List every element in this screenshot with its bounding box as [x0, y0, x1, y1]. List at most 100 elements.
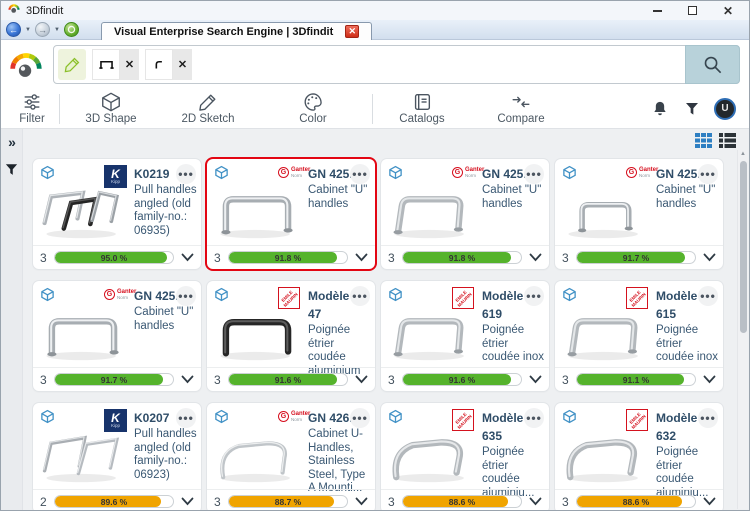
sidebar-filter-button[interactable] — [4, 162, 19, 177]
toolbar-item-3d-shape[interactable]: 3D Shape — [60, 89, 162, 128]
3d-preview-cube-icon[interactable] — [214, 409, 229, 424]
toolbar-item-2d-sketch[interactable]: 2D Sketch — [162, 89, 254, 128]
emile-maurin-logo: EMILE MAURIN — [452, 409, 474, 431]
match-score-bar: 91.8 % — [228, 251, 348, 264]
3d-preview-cube-icon[interactable] — [562, 165, 577, 180]
card-footer: 3 91.7 % — [555, 245, 723, 269]
emile-maurin-logo: EMILE MAURIN — [452, 287, 474, 309]
result-card[interactable]: G Ganter Norm GN 425.1 Cabinet "U" handles ••… — [555, 159, 723, 269]
search-input[interactable]: ✕ ✕ — [53, 45, 740, 84]
3d-preview-cube-icon[interactable] — [388, 165, 403, 180]
more-options-button[interactable]: ••• — [524, 286, 544, 306]
back-button[interactable]: ← — [6, 22, 21, 37]
3d-preview-cube-icon[interactable] — [214, 165, 229, 180]
expand-chevron-icon[interactable] — [529, 497, 542, 506]
sidebar-expand-button[interactable]: » — [8, 134, 16, 150]
forward-button[interactable]: → — [34, 22, 50, 37]
expand-chevron-icon[interactable] — [703, 497, 716, 506]
product-description: Cabinet "U" handles — [134, 306, 194, 332]
result-card[interactable]: G Ganter Norm GN 425.1 Cabinet "U" handles ••… — [33, 281, 201, 391]
result-card[interactable]: EMILE MAURIN Modèle 11-615 Poignée étrier c… — [555, 281, 723, 391]
card-info: G Ganter Norm GN 425.1 Cabinet "U" handles — [278, 165, 371, 211]
toolbar-item-compare[interactable]: Compare — [471, 89, 571, 128]
more-options-button[interactable]: ••• — [176, 164, 196, 184]
result-card[interactable]: K Kipp K0207 Pull handles angled (old famil… — [33, 403, 201, 510]
3d-preview-cube-icon[interactable] — [562, 409, 577, 424]
more-options-button[interactable]: ••• — [350, 286, 370, 306]
expand-chevron-icon[interactable] — [703, 253, 716, 262]
result-card[interactable]: K Kipp K0219 Pull handles angled (old famil… — [33, 159, 201, 269]
toolbar-item-color[interactable]: Color — [254, 89, 372, 128]
ganter-logo: G Ganter Norm — [278, 165, 310, 211]
3d-preview-cube-icon[interactable] — [388, 409, 403, 424]
expand-chevron-icon[interactable] — [181, 497, 194, 506]
more-options-button[interactable]: ••• — [176, 286, 196, 306]
match-percentage: 91.1 % — [622, 374, 650, 385]
browser-tab[interactable]: Visual Enterprise Search Engine | 3Dfind… — [101, 22, 373, 40]
3d-preview-cube-icon[interactable] — [40, 165, 55, 180]
more-options-button[interactable]: ••• — [350, 164, 370, 184]
more-options-button[interactable]: ••• — [698, 286, 718, 306]
3d-preview-cube-icon[interactable] — [562, 287, 577, 302]
3d-preview-cube-icon[interactable] — [40, 287, 55, 302]
user-avatar[interactable]: U — [714, 97, 736, 120]
go-button[interactable] — [63, 22, 79, 37]
scrollbar-thumb[interactable] — [740, 161, 747, 333]
expand-chevron-icon[interactable] — [355, 253, 368, 262]
sketch-pencil-icon[interactable] — [58, 49, 86, 80]
expand-chevron-icon[interactable] — [703, 375, 716, 384]
brand-logo: G Ganter Norm — [278, 165, 310, 211]
maximize-button[interactable] — [687, 6, 697, 15]
match-score-bar: 88.6 % — [576, 495, 696, 508]
toolbar-item-catalogs[interactable]: Catalogs — [373, 89, 471, 128]
scroll-up-button[interactable]: ▲ — [740, 151, 746, 157]
more-options-button[interactable]: ••• — [350, 408, 370, 428]
variant-count: 3 — [388, 372, 395, 387]
result-card[interactable]: G Ganter Norm GN 425.1 Cabinet "U" handles ••… — [381, 159, 549, 269]
card-info: G Ganter Norm GN 425.1 Cabinet "U" handles — [452, 165, 545, 211]
result-card[interactable]: G Ganter Norm GN 426.6 Cabinet U-Handles, St… — [207, 403, 375, 510]
3d-preview-cube-icon[interactable] — [388, 287, 403, 302]
3d-preview-cube-icon[interactable] — [40, 409, 55, 424]
product-code: K0207 — [134, 411, 170, 425]
tab-close-button[interactable]: ✕ — [345, 25, 360, 38]
sketch-chip: ✕ — [92, 49, 139, 80]
result-card[interactable]: EMILE MAURIN Modèle 11-47 Poignée étrier co… — [207, 281, 375, 391]
forward-dropdown-icon[interactable]: ▼ — [53, 26, 60, 33]
back-dropdown-icon[interactable]: ▼ — [25, 26, 31, 33]
more-options-button[interactable]: ••• — [524, 164, 544, 184]
more-options-button[interactable]: ••• — [698, 408, 718, 428]
filter-sliders-icon — [24, 94, 40, 110]
expand-chevron-icon[interactable] — [529, 375, 542, 384]
match-percentage: 95.0 % — [100, 252, 128, 263]
view-list-button[interactable] — [719, 133, 736, 148]
search-button[interactable] — [685, 45, 740, 84]
more-options-button[interactable]: ••• — [698, 164, 718, 184]
toolbar-item-filter[interactable]: Filter — [5, 89, 59, 128]
result-card[interactable]: EMILE MAURIN Modèle 11-635 Poignée étrier c… — [381, 403, 549, 510]
close-button[interactable]: ✕ — [722, 3, 733, 18]
chip-remove-button[interactable]: ✕ — [120, 49, 139, 80]
expand-chevron-icon[interactable] — [355, 375, 368, 384]
notifications-bell-button[interactable] — [650, 99, 670, 119]
corner-sketch-icon[interactable] — [145, 49, 173, 80]
view-grid-button[interactable] — [695, 133, 712, 148]
chip-remove-button[interactable]: ✕ — [173, 49, 192, 80]
vertical-scrollbar[interactable]: ▲ — [737, 150, 748, 509]
more-options-button[interactable]: ••• — [524, 408, 544, 428]
result-card[interactable]: EMILE MAURIN Modèle 11-619 Poignée étrier c… — [381, 281, 549, 391]
result-card[interactable]: G Ganter Norm GN 425.1 Cabinet "U" handles ••… — [207, 159, 375, 269]
filter-funnel-button[interactable] — [683, 100, 701, 118]
variant-count: 2 — [40, 494, 47, 509]
u-handle-sketch-icon[interactable] — [92, 49, 120, 80]
expand-chevron-icon[interactable] — [529, 253, 542, 262]
palette-icon — [304, 93, 322, 111]
minimize-button[interactable] — [652, 9, 662, 12]
card-info: G Ganter Norm GN 425.1 Cabinet "U" handles — [626, 165, 719, 211]
expand-chevron-icon[interactable] — [181, 375, 194, 384]
3d-preview-cube-icon[interactable] — [214, 287, 229, 302]
expand-chevron-icon[interactable] — [355, 497, 368, 506]
more-options-button[interactable]: ••• — [176, 408, 196, 428]
expand-chevron-icon[interactable] — [181, 253, 194, 262]
result-card[interactable]: EMILE MAURIN Modèle 11-632 Poignée étrier c… — [555, 403, 723, 510]
